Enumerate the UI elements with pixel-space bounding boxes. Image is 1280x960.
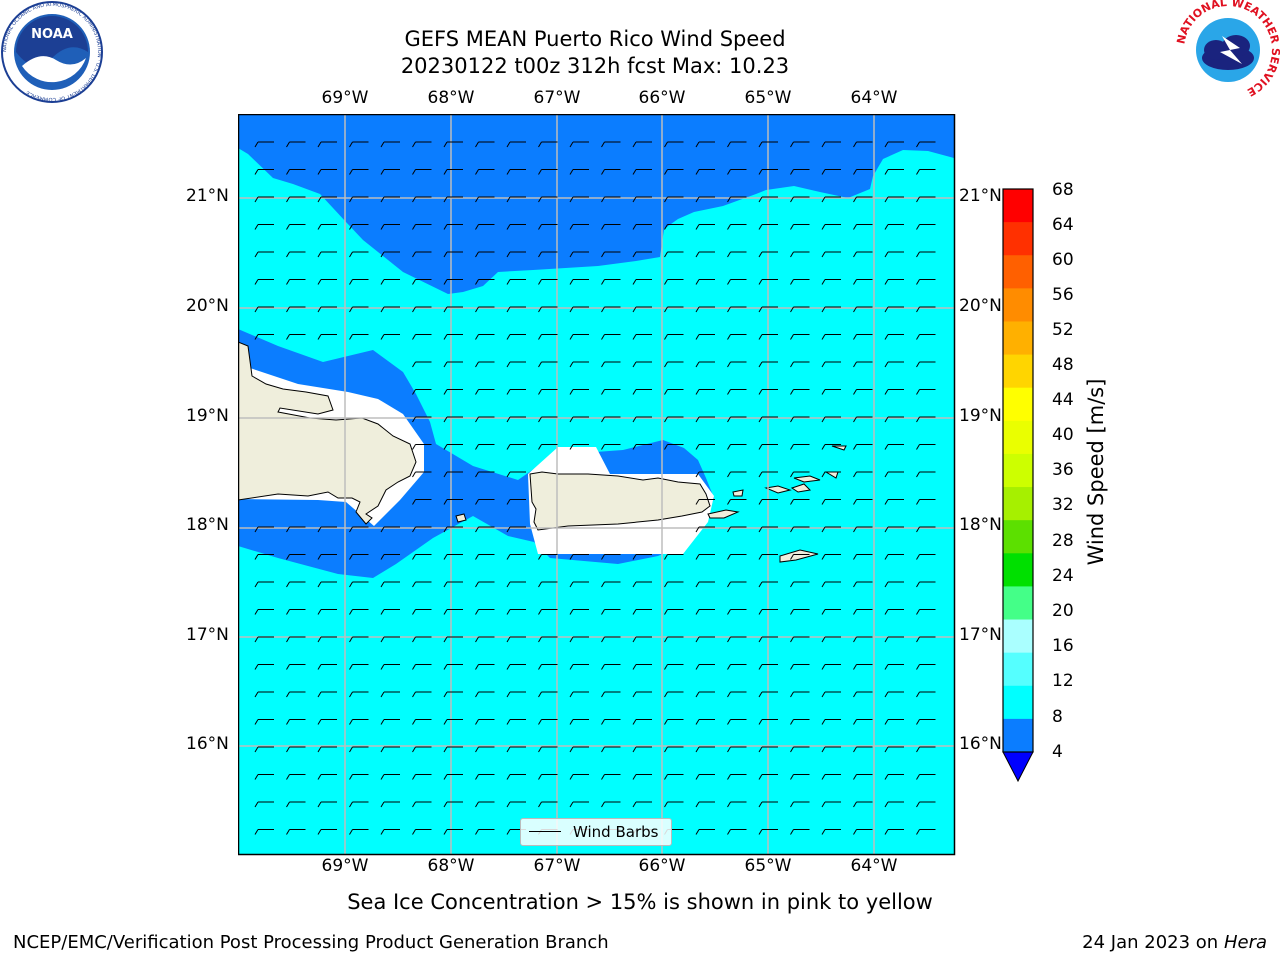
lat-label-left-20: 20°N [186, 296, 229, 316]
sea-ice-caption: Sea Ice Concentration > 15% is shown in … [347, 890, 933, 914]
colorbar-cell [1003, 487, 1033, 521]
colorbar-frame [1002, 188, 1034, 753]
lat-label-right-19: 19°N [959, 406, 1002, 426]
colorbar [1002, 188, 1034, 783]
lat-label-right-20: 20°N [959, 296, 1002, 316]
lat-label-left-17: 17°N [186, 625, 229, 645]
noaa-text: NOAA [31, 27, 73, 42]
footer-date: 24 Jan 2023 on Hera [1082, 932, 1267, 953]
lon-label-bottom-69: 69°W [321, 856, 369, 876]
footer-date-text: 24 Jan 2023 on [1082, 932, 1224, 953]
lon-label-top-67: 67°W [533, 88, 581, 108]
colorbar-cell [1003, 685, 1033, 720]
lon-label-top-65: 65°W [744, 88, 792, 108]
chart-subtitle: 20230122 t00z 312h fcst Max: 10.23 [400, 54, 790, 78]
colorbar-cell [1003, 288, 1033, 322]
land-sombrero [831, 445, 847, 451]
footer-credit: NCEP/EMC/Verification Post Processing Pr… [13, 932, 609, 953]
colorbar-extend-arrow [1002, 751, 1034, 783]
colorbar-cell [1003, 652, 1033, 687]
colorbar-tick-64: 64 [1052, 215, 1074, 235]
lon-label-bottom-67: 67°W [533, 856, 581, 876]
colorbar-cell [1003, 222, 1033, 256]
lat-label-right-17: 17°N [959, 625, 1002, 645]
land-culebra [732, 489, 744, 497]
land-tortola [793, 475, 821, 483]
colorbar-cell [1003, 321, 1033, 356]
colorbar-cell [1003, 189, 1033, 223]
colorbar-tick-32: 32 [1052, 495, 1074, 515]
lon-label-bottom-66: 66°W [638, 856, 686, 876]
colorbar-tick-24: 24 [1052, 566, 1074, 586]
lon-label-bottom-64: 64°W [850, 856, 898, 876]
lon-label-top-68: 68°W [427, 88, 475, 108]
colorbar-cell [1003, 420, 1033, 455]
map-frame [238, 114, 956, 856]
colorbar-cell [1003, 354, 1033, 389]
lat-label-left-19: 19°N [186, 406, 229, 426]
colorbar-tick-44: 44 [1052, 390, 1074, 410]
colorbar-tick-28: 28 [1052, 531, 1074, 551]
colorbar-tick-56: 56 [1052, 285, 1074, 305]
colorbar-tick-52: 52 [1052, 320, 1074, 340]
colorbar-tick-4: 4 [1052, 742, 1063, 762]
land-st-john [790, 483, 812, 493]
colorbar-tick-48: 48 [1052, 355, 1074, 375]
colorbar-cell [1003, 718, 1033, 753]
land-puerto-rico [529, 471, 711, 531]
colorbar-tick-68: 68 [1052, 180, 1074, 200]
land-st-croix [779, 549, 819, 563]
lon-label-top-66: 66°W [638, 88, 686, 108]
map-legend: Wind Barbs [520, 818, 672, 846]
noaa-logo: NATIONAL OCEANIC AND ATMOSPHERIC ADMINIS… [1, 1, 103, 103]
colorbar-cell [1003, 255, 1033, 289]
chart-title: GEFS MEAN Puerto Rico Wind Speed [404, 27, 786, 51]
colorbar-cell [1003, 586, 1033, 621]
land-vieques [707, 509, 740, 519]
wind-speed-map [238, 114, 956, 856]
slow-wind-region-north [238, 114, 954, 294]
colorbar-cell [1003, 520, 1033, 554]
lat-label-left-16: 16°N [186, 734, 229, 754]
colorbar-tick-20: 20 [1052, 601, 1074, 621]
colorbar-cell [1003, 553, 1033, 587]
colorbar-cell [1003, 387, 1033, 422]
lon-label-top-69: 69°W [321, 88, 369, 108]
lat-label-left-18: 18°N [186, 515, 229, 535]
lat-label-right-16: 16°N [959, 734, 1002, 754]
colorbar-tick-36: 36 [1052, 460, 1074, 480]
colorbar-cell [1003, 619, 1033, 654]
colorbar-tick-40: 40 [1052, 425, 1074, 445]
land-st-thomas [764, 485, 792, 494]
footer-machine: Hera [1223, 932, 1267, 953]
land-mona-island [455, 513, 467, 523]
colorbar-cell [1003, 453, 1033, 488]
colorbar-tick-12: 12 [1052, 671, 1074, 691]
lat-label-right-18: 18°N [959, 515, 1002, 535]
lon-label-bottom-65: 65°W [744, 856, 792, 876]
colorbar-tick-60: 60 [1052, 250, 1074, 270]
legend-label: Wind Barbs [573, 823, 659, 841]
lon-label-top-64: 64°W [850, 88, 898, 108]
lat-label-left-21: 21°N [186, 186, 229, 206]
lat-label-right-21: 21°N [959, 186, 1002, 206]
colorbar-tick-8: 8 [1052, 707, 1063, 727]
lon-label-bottom-68: 68°W [427, 856, 475, 876]
colorbar-tick-16: 16 [1052, 636, 1074, 656]
colorbar-label: Wind Speed [m/s] [1084, 378, 1108, 566]
legend-line-swatch [529, 831, 561, 832]
